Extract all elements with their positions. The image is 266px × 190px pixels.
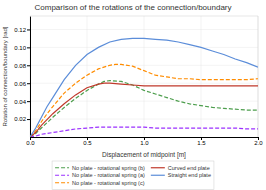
y-tick-mark bbox=[27, 101, 30, 102]
x-grid-line bbox=[144, 16, 145, 137]
y-axis-line bbox=[30, 17, 31, 138]
y-tick-label: 0.08 bbox=[14, 63, 26, 69]
y-tick: 0.02 bbox=[14, 116, 30, 122]
x-tick: 0.5 bbox=[83, 137, 92, 146]
x-tick-label: 1.5 bbox=[197, 140, 206, 146]
series-line bbox=[30, 127, 258, 137]
lines bbox=[30, 38, 258, 137]
legend: No plate - rotational spring (b)No plate… bbox=[52, 161, 214, 190]
x-axis-title: Displacement of midpoint [m] bbox=[102, 151, 186, 159]
title: Comparison of the rotations of the conne… bbox=[34, 3, 231, 12]
series-line bbox=[30, 81, 258, 137]
y-tick: 0.12 bbox=[14, 27, 30, 33]
y-tick-mark bbox=[27, 65, 30, 66]
y-tick-mark bbox=[27, 47, 30, 48]
y-tick-label: 0.12 bbox=[14, 27, 26, 33]
legend-label: Straight end plate bbox=[168, 172, 211, 178]
x-tick-label: 0.5 bbox=[83, 140, 92, 146]
y-tick-label: 0.06 bbox=[14, 81, 26, 87]
series-line bbox=[30, 38, 258, 137]
x-tick: 1.5 bbox=[197, 137, 206, 146]
x-tick-label: 0.0 bbox=[26, 140, 35, 146]
y-tick-label: 0.10 bbox=[14, 45, 26, 51]
x-grid-line bbox=[30, 16, 31, 137]
legend-item: No plate - rotational spring (b) bbox=[55, 165, 145, 171]
legend-item: Curved end plate bbox=[151, 165, 210, 171]
x-axis: 0.0 0.5 1.0 1.5 2.0 bbox=[26, 137, 263, 146]
x-grid-line bbox=[201, 16, 202, 137]
y-tick-mark bbox=[27, 119, 30, 120]
x-tick: 0.0 bbox=[26, 137, 35, 146]
y-tick: 0.08 bbox=[14, 63, 30, 69]
legend-swatch bbox=[151, 167, 165, 168]
legend-item: No plate - rotational spring (a) bbox=[55, 172, 145, 178]
legend-swatch bbox=[55, 175, 69, 176]
legend-swatch bbox=[55, 182, 69, 183]
x-tick-label: 2.0 bbox=[254, 140, 263, 146]
legend-swatch bbox=[151, 175, 165, 176]
legend-box bbox=[52, 161, 214, 190]
y-tick: 0.04 bbox=[14, 99, 30, 105]
y-tick-mark bbox=[27, 83, 30, 84]
chart: 0.0 0.5 1.0 1.5 2.0 0.02 0.04 0.06 0.08 0.10 0.12 C… bbox=[0, 0, 266, 190]
x-tick: 1.0 bbox=[140, 137, 149, 146]
x-tick-label: 1.0 bbox=[140, 140, 149, 146]
legend-label: No plate - rotational spring (c) bbox=[72, 180, 145, 186]
legend-label: No plate - rotational spring (b) bbox=[72, 165, 145, 171]
plot-frame bbox=[30, 16, 258, 17]
y-tick-mark bbox=[27, 29, 30, 30]
legend-item: Straight end plate bbox=[151, 172, 211, 178]
plot-frame bbox=[258, 16, 259, 137]
series-line bbox=[30, 83, 258, 137]
x-tick: 2.0 bbox=[254, 137, 263, 146]
grid bbox=[30, 16, 258, 137]
legend-item: No plate - rotational spring (c) bbox=[55, 180, 145, 186]
x-grid-line bbox=[258, 16, 259, 137]
y-tick: 0.06 bbox=[14, 81, 30, 87]
y-tick: 0.10 bbox=[14, 45, 30, 51]
legend-label: No plate - rotational spring (a) bbox=[72, 172, 145, 178]
y-tick-label: 0.02 bbox=[14, 116, 26, 122]
x-grid-line bbox=[87, 16, 88, 137]
y-axis-title: Rotation of connection/boundary [rad] bbox=[2, 26, 8, 126]
series-line bbox=[30, 64, 258, 137]
y-axis: 0.02 0.04 0.06 0.08 0.10 0.12 bbox=[14, 17, 30, 138]
legend-label: Curved end plate bbox=[168, 165, 210, 171]
y-tick-label: 0.04 bbox=[14, 99, 26, 105]
legend-swatch bbox=[55, 167, 69, 168]
